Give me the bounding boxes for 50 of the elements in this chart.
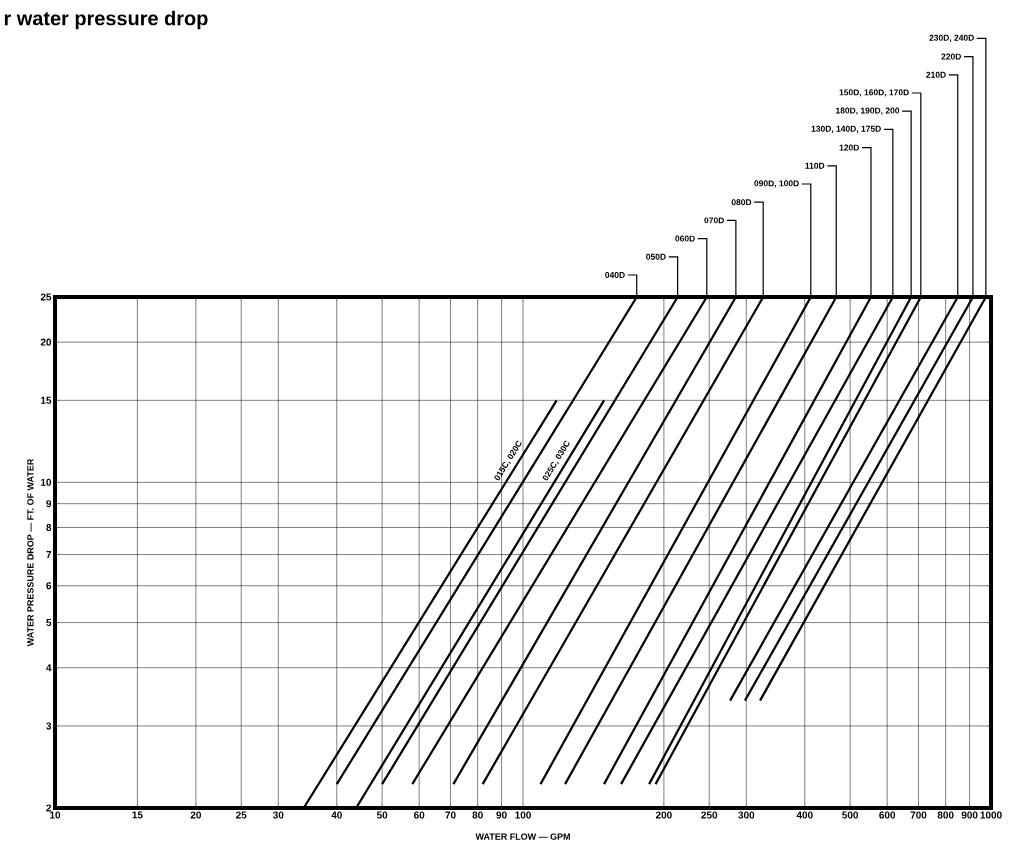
y-tick-label: 15 (41, 396, 52, 404)
y-tick-label: 20 (40, 338, 52, 346)
x-tick-label: 70 (445, 811, 456, 819)
text: 220D (941, 53, 961, 60)
y-tick-label: 9 (46, 500, 52, 508)
y-tick-label: 10 (41, 478, 52, 486)
x-tick-label: 40 (331, 811, 342, 819)
text: 040D (605, 271, 625, 278)
text: 120D (839, 144, 860, 151)
x-tick-label: 60 (414, 811, 425, 819)
text: 180D, 190D, 200 (836, 107, 900, 115)
y-tick-label: 7 (46, 551, 52, 558)
x-tick-label: 1000 (980, 811, 1002, 819)
y-tick-label: 5 (46, 619, 52, 627)
x-tick-label: 700 (910, 811, 927, 819)
text: 230D, 240D (929, 34, 974, 42)
text: 080D (731, 199, 752, 206)
y-tick-label: 25 (40, 293, 52, 301)
x-tick-label: 90 (496, 811, 507, 819)
y-tick-label: 3 (46, 722, 52, 730)
text: 210D (926, 71, 946, 78)
x-tick-label: 20 (190, 811, 202, 819)
text: 150D, 160D, 170D (839, 89, 909, 97)
x-tick-label: 800 (937, 811, 954, 819)
y-tick-label: 8 (46, 523, 52, 532)
x-axis-title: WATER FLOW — GPM (475, 833, 570, 840)
text: 070D (704, 217, 724, 224)
x-tick-label: 15 (132, 811, 143, 819)
x-tick-label: 100 (515, 811, 531, 819)
x-tick-label: 300 (738, 811, 755, 819)
x-tick-label: 600 (879, 811, 896, 819)
x-tick-label: 400 (796, 811, 813, 819)
text: 060D (675, 235, 695, 242)
text: 050D (646, 253, 666, 260)
y-tick-label: 2 (46, 804, 52, 812)
x-tick-label: 25 (236, 811, 247, 819)
x-tick-label: 900 (961, 811, 978, 819)
y-tick-label: 4 (46, 664, 52, 672)
chart-title: r water pressure drop (4, 10, 208, 30)
text: 090D, 100D (754, 180, 799, 188)
x-tick-label: 200 (655, 811, 672, 819)
x-tick-label: 250 (701, 811, 718, 819)
y-axis-title: WATER PRESSURE DROP — FT. OF WATER (27, 458, 34, 647)
text: 130D, 140D, 175D (811, 125, 881, 133)
x-tick-label: 50 (376, 811, 388, 819)
x-tick-label: 500 (842, 811, 859, 819)
text: 110D (805, 162, 825, 169)
y-tick-label: 6 (46, 582, 52, 590)
x-tick-label: 30 (273, 811, 284, 819)
x-tick-label: 80 (472, 811, 483, 819)
